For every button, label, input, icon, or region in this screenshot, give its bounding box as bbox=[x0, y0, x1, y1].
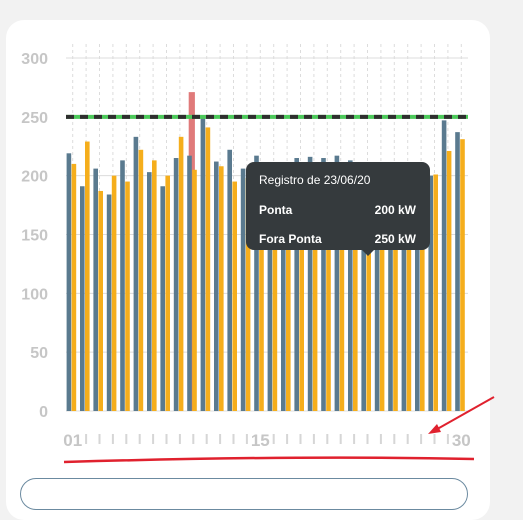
y-tick-label: 0 bbox=[39, 404, 48, 421]
fora-ponta-bar bbox=[232, 181, 237, 411]
ponta-bar bbox=[66, 153, 72, 411]
fora-ponta-bar bbox=[433, 174, 438, 411]
tooltip-label-fora-ponta: Fora Ponta bbox=[259, 232, 322, 246]
ponta-bar bbox=[200, 116, 206, 411]
x-tick-label-end: 30 bbox=[452, 431, 471, 450]
ponta-bar bbox=[388, 167, 393, 411]
tooltip-value-ponta: 200 kW bbox=[374, 203, 416, 217]
ponta-bar bbox=[147, 172, 152, 411]
tooltip-row-fora-ponta: Fora Ponta 250 kW bbox=[259, 232, 416, 246]
fora-ponta-bar bbox=[353, 169, 358, 411]
fora-ponta-bar bbox=[272, 169, 278, 411]
ponta-bar bbox=[294, 158, 299, 411]
fora-ponta-bar bbox=[259, 163, 264, 411]
fora-ponta-bar bbox=[326, 167, 331, 411]
tooltip-label-ponta: Ponta bbox=[259, 203, 293, 217]
ponta-bar bbox=[334, 155, 340, 411]
ponta-bar bbox=[254, 155, 259, 411]
y-tick-label: 100 bbox=[21, 286, 48, 303]
ponta-bar bbox=[401, 168, 407, 411]
ponta-bar bbox=[281, 163, 286, 411]
ponta-bar bbox=[321, 158, 326, 411]
fora-ponta-bar bbox=[85, 141, 90, 411]
ponta-bar bbox=[187, 155, 192, 411]
ponta-bar bbox=[160, 186, 165, 411]
tooltip-row-ponta: Ponta 200 kW bbox=[259, 203, 416, 217]
fora-ponta-bar bbox=[366, 172, 371, 411]
fora-ponta-bar bbox=[339, 168, 345, 411]
x-tick-label-middle: 15 bbox=[251, 431, 270, 450]
y-tick-label: 300 bbox=[21, 51, 48, 68]
fora-ponta-bar bbox=[165, 175, 170, 411]
ponta-bar bbox=[307, 156, 313, 411]
annotation-arrow-line bbox=[431, 396, 495, 433]
fora-ponta-bar bbox=[98, 190, 103, 411]
y-tick-label: 250 bbox=[21, 110, 48, 127]
fora-ponta-bar bbox=[420, 173, 425, 411]
annotation-underline bbox=[63, 456, 475, 464]
annotation-arrowhead bbox=[428, 424, 441, 434]
fora-ponta-bar bbox=[299, 168, 304, 411]
fora-ponta-bar bbox=[245, 178, 251, 411]
chart-tooltip: Registro de 23/06/20 Ponta 200 kW Fora P… bbox=[246, 162, 430, 256]
fora-ponta-bar bbox=[446, 150, 452, 411]
fora-ponta-bar bbox=[406, 173, 412, 411]
ponta-bar bbox=[455, 132, 460, 411]
fora-ponta-bar bbox=[125, 181, 130, 411]
y-tick-label: 50 bbox=[30, 345, 48, 362]
fora-ponta-bar bbox=[138, 149, 144, 411]
tooltip-title: Registro de 23/06/20 bbox=[259, 173, 371, 187]
ponta-bar bbox=[374, 166, 380, 411]
x-tick-label-start: 01 bbox=[63, 431, 82, 450]
bottom-panel[interactable] bbox=[20, 478, 468, 510]
ponta-bar bbox=[227, 149, 232, 411]
y-tick-label: 150 bbox=[21, 228, 48, 245]
fora-ponta-bar bbox=[393, 172, 398, 411]
fora-ponta-bar bbox=[152, 160, 157, 411]
ponta-bar bbox=[267, 175, 273, 411]
ponta-bar bbox=[428, 175, 433, 411]
ponta-bar bbox=[348, 160, 353, 411]
ponta-bar bbox=[93, 168, 98, 411]
ponta-bar bbox=[120, 160, 125, 411]
consumption-bar-chart[interactable]: 300 250 200 150 100 50 0 01 15 30 bbox=[0, 0, 523, 485]
ponta-bar bbox=[106, 194, 112, 411]
ponta-bar bbox=[133, 136, 139, 411]
fora-ponta-bar bbox=[219, 166, 224, 411]
fora-ponta-bar bbox=[460, 139, 465, 411]
fora-ponta-bar bbox=[312, 168, 318, 411]
fora-ponta-bar bbox=[71, 163, 77, 411]
fora-ponta-bar bbox=[205, 127, 211, 411]
ponta-bar bbox=[441, 120, 447, 411]
fora-ponta-bar bbox=[286, 167, 291, 411]
ponta-bar bbox=[240, 168, 246, 411]
ponta-bar bbox=[415, 169, 420, 411]
ponta-bar bbox=[214, 161, 219, 411]
fora-ponta-bar bbox=[178, 136, 184, 411]
y-tick-label: 200 bbox=[21, 169, 48, 186]
ponta-bar bbox=[80, 186, 85, 411]
fora-ponta-bar bbox=[379, 170, 385, 411]
fora-ponta-bar bbox=[111, 175, 117, 411]
ponta-bar bbox=[361, 163, 366, 411]
ponta-bar bbox=[173, 158, 179, 411]
tooltip-value-fora-ponta: 250 kW bbox=[374, 232, 416, 246]
tooltip-caret bbox=[362, 250, 374, 256]
fora-ponta-bar bbox=[192, 169, 197, 411]
